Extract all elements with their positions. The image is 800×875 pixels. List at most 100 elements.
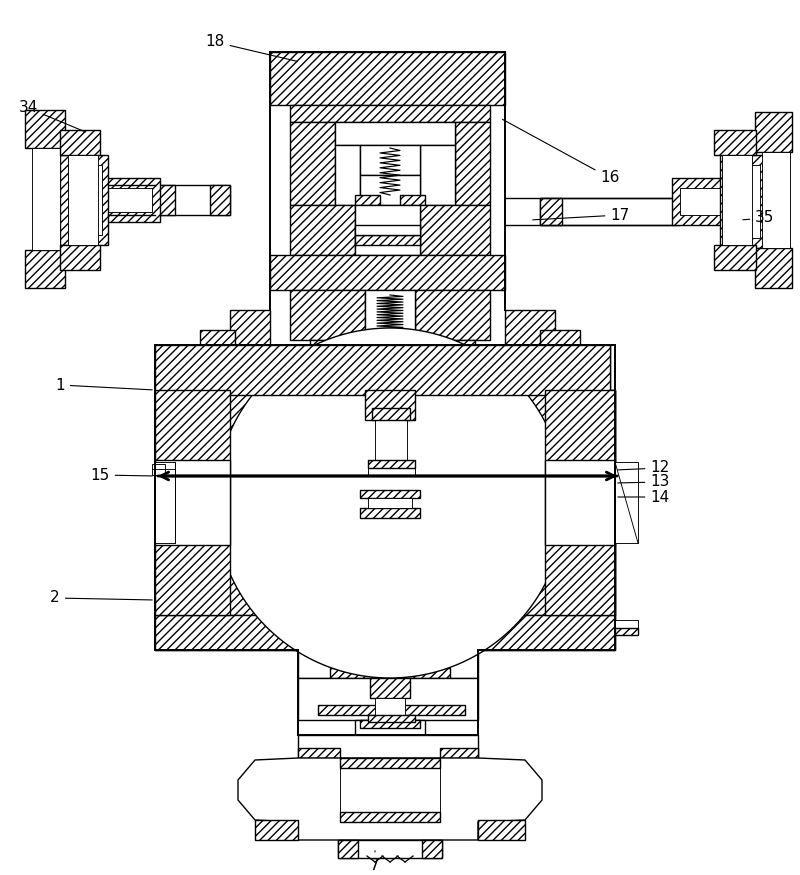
Polygon shape [60, 155, 108, 245]
Text: 14: 14 [618, 489, 670, 505]
Polygon shape [555, 540, 615, 615]
Polygon shape [720, 155, 768, 248]
Polygon shape [298, 678, 478, 720]
Polygon shape [375, 420, 407, 460]
Text: 12: 12 [618, 460, 670, 475]
Polygon shape [152, 464, 165, 475]
Polygon shape [290, 290, 365, 340]
Polygon shape [155, 462, 175, 543]
Polygon shape [155, 465, 255, 540]
Polygon shape [200, 330, 235, 380]
Polygon shape [100, 178, 160, 222]
Text: 18: 18 [206, 34, 298, 61]
Polygon shape [368, 498, 412, 508]
Polygon shape [360, 508, 420, 518]
Polygon shape [238, 758, 542, 840]
Polygon shape [155, 540, 220, 615]
Polygon shape [505, 310, 555, 345]
Polygon shape [415, 340, 475, 375]
Polygon shape [540, 198, 680, 225]
Polygon shape [420, 205, 490, 255]
Text: 34: 34 [18, 101, 86, 132]
Polygon shape [545, 460, 615, 545]
Polygon shape [555, 390, 615, 465]
Polygon shape [155, 465, 220, 540]
Polygon shape [355, 205, 420, 255]
Polygon shape [615, 628, 638, 635]
Polygon shape [220, 465, 555, 540]
Polygon shape [290, 122, 335, 205]
Polygon shape [25, 110, 65, 148]
Polygon shape [155, 540, 220, 615]
Polygon shape [372, 408, 410, 420]
Polygon shape [290, 105, 490, 122]
Text: 15: 15 [90, 467, 152, 482]
Polygon shape [360, 490, 420, 498]
Polygon shape [377, 400, 406, 408]
Polygon shape [380, 392, 403, 400]
Text: 7: 7 [370, 850, 380, 872]
Polygon shape [298, 748, 340, 758]
Polygon shape [270, 52, 505, 105]
Polygon shape [60, 130, 100, 155]
Polygon shape [714, 245, 756, 270]
Polygon shape [155, 390, 220, 465]
Polygon shape [555, 465, 615, 540]
Polygon shape [210, 185, 230, 215]
Polygon shape [360, 175, 420, 205]
Polygon shape [615, 620, 638, 635]
Polygon shape [340, 365, 455, 375]
Polygon shape [420, 145, 455, 205]
Polygon shape [400, 195, 425, 205]
Polygon shape [680, 188, 722, 215]
Polygon shape [335, 122, 455, 145]
Polygon shape [422, 840, 442, 858]
Polygon shape [155, 390, 220, 465]
Polygon shape [330, 668, 450, 678]
Polygon shape [310, 340, 365, 375]
Polygon shape [540, 330, 580, 380]
Polygon shape [155, 185, 175, 215]
Polygon shape [555, 390, 615, 465]
Text: 17: 17 [533, 207, 630, 222]
Polygon shape [728, 165, 760, 238]
Polygon shape [415, 290, 490, 340]
Polygon shape [368, 715, 415, 722]
Polygon shape [368, 460, 415, 468]
Polygon shape [370, 375, 412, 385]
Polygon shape [365, 340, 415, 375]
Polygon shape [340, 812, 440, 822]
Polygon shape [298, 735, 478, 758]
Polygon shape [340, 758, 440, 768]
Polygon shape [68, 165, 102, 235]
Polygon shape [672, 178, 730, 225]
Polygon shape [318, 705, 465, 715]
Polygon shape [155, 345, 610, 390]
Polygon shape [68, 155, 98, 245]
Polygon shape [722, 155, 752, 245]
Polygon shape [32, 148, 60, 250]
Polygon shape [365, 390, 415, 420]
Polygon shape [108, 188, 152, 212]
Polygon shape [714, 130, 756, 155]
Text: 13: 13 [618, 474, 670, 489]
Polygon shape [455, 122, 490, 205]
Polygon shape [220, 390, 310, 465]
Polygon shape [373, 385, 408, 392]
Polygon shape [762, 152, 790, 248]
Polygon shape [540, 198, 562, 225]
Polygon shape [440, 748, 478, 758]
Polygon shape [460, 390, 555, 465]
Polygon shape [755, 112, 792, 152]
Polygon shape [377, 400, 406, 408]
Polygon shape [360, 720, 420, 728]
Text: 1: 1 [55, 377, 152, 393]
Polygon shape [355, 720, 425, 735]
Polygon shape [355, 195, 380, 205]
Polygon shape [155, 390, 230, 615]
Polygon shape [545, 390, 615, 615]
Text: 2: 2 [50, 591, 152, 605]
Polygon shape [338, 840, 358, 858]
Polygon shape [340, 758, 440, 822]
Polygon shape [155, 460, 230, 545]
